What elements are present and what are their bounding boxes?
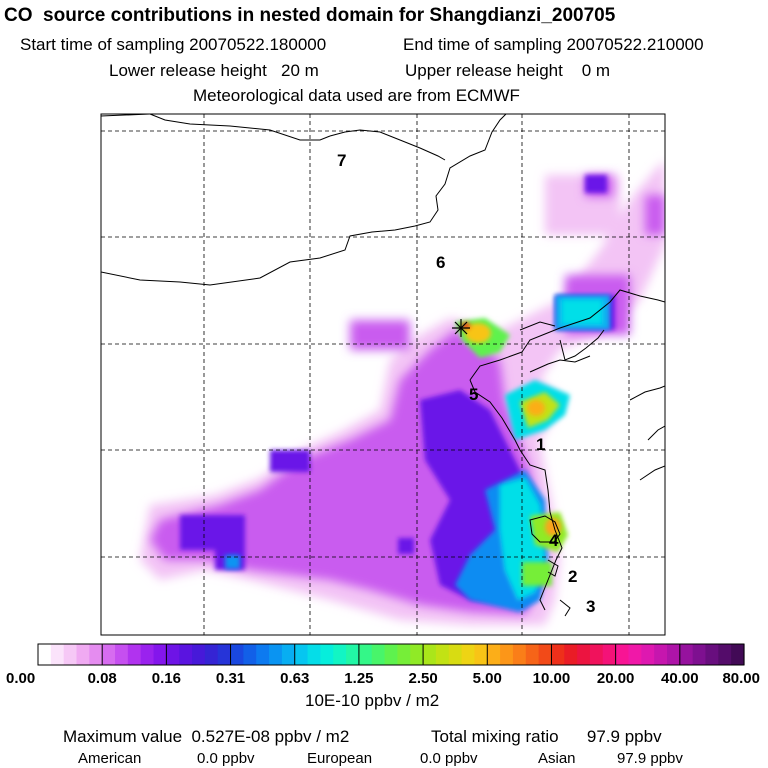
colorbar-cell	[602, 644, 617, 665]
colorbar-unit-label: 10E-10 ppbv / m2	[305, 691, 440, 710]
colorbar-tick-label: 20.00	[596, 670, 635, 687]
colorbar-cells	[38, 644, 745, 665]
colorbar-cell	[615, 644, 630, 665]
total-mixing-label: Total mixing ratio 97.9 ppbv	[431, 727, 662, 746]
colorbar-cell	[333, 644, 347, 665]
colorbar-cell	[153, 644, 167, 665]
colorbar-cell	[204, 644, 219, 665]
map-frame	[100, 113, 666, 636]
colorbar-ticks	[101, 644, 681, 665]
colorbar-cell	[89, 644, 103, 665]
upper-release-label: Upper release height 0 m	[405, 61, 611, 80]
max-value-label: Maximum value 0.527E-08 ppbv / m2	[63, 727, 350, 746]
colorbar-tick-label: 0.31	[215, 670, 246, 687]
colorbar-cell	[179, 644, 193, 665]
lower-release-label: Lower release height 20 m	[109, 61, 319, 80]
region-label-1: 1	[536, 435, 545, 454]
colorbar-cell	[76, 644, 90, 665]
colorbar-cell	[628, 644, 642, 665]
colorbar-cell	[577, 644, 591, 665]
colorbar-cell	[384, 644, 399, 665]
asian-label: Asian	[538, 750, 576, 767]
colorbar-cell	[397, 644, 411, 665]
colorbar-cell	[666, 644, 681, 665]
colorbar-cell	[230, 644, 244, 665]
region-label-5: 5	[469, 385, 478, 404]
colorbar-cell	[679, 644, 694, 665]
american-value: 0.0 ppbv	[197, 750, 255, 767]
region-label-3: 3	[586, 597, 595, 616]
colorbar-tick-label: 40.00	[661, 670, 699, 687]
colorbar-cell	[256, 644, 270, 665]
colorbar-tick-label: 1.25	[344, 670, 374, 687]
colorbar-tick-label: 0.00	[6, 670, 36, 687]
colorbar-cell	[589, 644, 604, 665]
region-label-2: 2	[568, 567, 577, 586]
colorbar-cell	[281, 644, 296, 665]
coastlines	[101, 114, 665, 617]
colorbar-tick-label: 5.00	[472, 670, 502, 687]
colorbar-tick-label: 10.00	[532, 670, 571, 687]
colorbar-cell	[654, 644, 668, 665]
met-data-label: Meteorological data used are from ECMWF	[193, 86, 520, 105]
colorbar-cell	[731, 644, 745, 665]
european-value: 0.0 ppbv	[420, 750, 478, 767]
region-label-6: 6	[436, 253, 445, 272]
colorbar-cell	[500, 644, 514, 665]
colorbar-cell	[705, 644, 719, 665]
colorbar-tick-label: 2.50	[408, 670, 438, 687]
colorbar-cell	[641, 644, 655, 665]
colorbar-tick-label: 0.08	[87, 670, 117, 687]
chart-title: CO source contributions in nested domain…	[4, 5, 616, 26]
colorbar-tick-label: 0.63	[280, 670, 310, 687]
region-label-7: 7	[337, 151, 346, 170]
colorbar-cell	[718, 644, 732, 665]
region-label-4: 4	[549, 531, 559, 550]
colorbar-cell	[448, 644, 463, 665]
colorbar-cell	[192, 644, 206, 665]
colorbar-tick-label: 80.00	[722, 670, 760, 687]
concentration-field	[140, 160, 665, 625]
colorbar-cell	[63, 644, 78, 665]
colorbar-cell	[102, 644, 116, 665]
colorbar-cell	[371, 644, 386, 665]
colorbar-cell	[487, 644, 501, 665]
colorbar-cell	[320, 644, 334, 665]
end-time-label: End time of sampling 20070522.210000	[403, 35, 704, 54]
colorbar-cell	[410, 644, 424, 665]
colorbar-cell	[217, 644, 232, 665]
colorbar-tick-label: 0.16	[151, 670, 181, 687]
colorbar-cell	[551, 644, 565, 665]
colorbar-cell	[140, 644, 155, 665]
colorbar-cell	[435, 644, 450, 665]
colorbar-cell	[358, 644, 373, 665]
colorbar-cell	[461, 644, 476, 665]
asian-value: 97.9 ppbv	[617, 750, 683, 767]
colorbar-cell	[50, 644, 65, 665]
start-time-label: Start time of sampling 20070522.180000	[20, 35, 327, 54]
colorbar-cell	[346, 644, 360, 665]
colorbar-cell	[512, 644, 527, 665]
american-label: American	[78, 750, 142, 767]
colorbar-cell	[269, 644, 283, 665]
gridlines	[101, 114, 665, 635]
colorbar-frame	[37, 643, 745, 666]
star-icon	[452, 319, 470, 337]
colorbar-cell	[564, 644, 578, 665]
colorbar-cell	[127, 644, 142, 665]
european-label: European	[307, 750, 373, 767]
colorbar-cell	[294, 644, 309, 665]
colorbar-cell	[243, 644, 257, 665]
colorbar-cell	[423, 644, 437, 665]
colorbar-cell	[474, 644, 488, 665]
colorbar-cell	[307, 644, 321, 665]
colorbar-cell	[525, 644, 540, 665]
colorbar-cell	[115, 644, 129, 665]
colorbar-cell	[166, 644, 180, 665]
colorbar-cell	[538, 644, 553, 665]
colorbar-cell	[38, 644, 52, 665]
colorbar-cell	[692, 644, 707, 665]
